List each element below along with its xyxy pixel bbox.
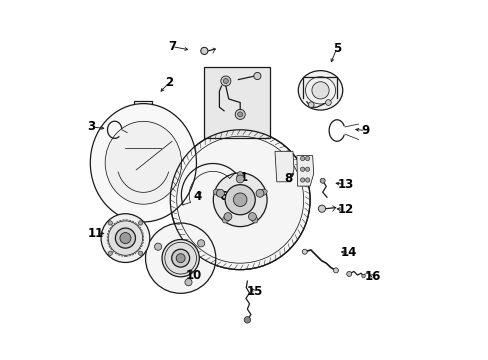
- Circle shape: [305, 156, 309, 161]
- Circle shape: [138, 251, 142, 256]
- Circle shape: [216, 189, 224, 197]
- Text: 13: 13: [337, 178, 353, 191]
- Polygon shape: [296, 156, 313, 186]
- Circle shape: [213, 173, 266, 226]
- Circle shape: [300, 178, 304, 182]
- Text: 11: 11: [87, 226, 103, 239]
- Ellipse shape: [222, 213, 230, 223]
- Circle shape: [302, 249, 306, 254]
- Circle shape: [320, 178, 325, 183]
- FancyBboxPatch shape: [204, 67, 269, 138]
- Circle shape: [361, 274, 365, 278]
- Circle shape: [176, 254, 185, 263]
- Circle shape: [162, 239, 199, 277]
- Text: 16: 16: [364, 270, 380, 283]
- Circle shape: [311, 82, 328, 99]
- Circle shape: [145, 223, 215, 293]
- Circle shape: [305, 178, 309, 182]
- Circle shape: [224, 185, 255, 215]
- Circle shape: [223, 78, 228, 84]
- Circle shape: [318, 205, 325, 212]
- Circle shape: [224, 213, 231, 220]
- Circle shape: [201, 47, 207, 54]
- Text: 1: 1: [239, 171, 247, 184]
- Circle shape: [108, 251, 112, 256]
- Text: 14: 14: [340, 246, 357, 259]
- Circle shape: [138, 221, 142, 225]
- Circle shape: [346, 271, 351, 276]
- Circle shape: [233, 193, 246, 207]
- Circle shape: [305, 167, 309, 171]
- Ellipse shape: [237, 171, 243, 182]
- Circle shape: [237, 112, 242, 117]
- Circle shape: [108, 221, 142, 255]
- Circle shape: [108, 221, 112, 225]
- Circle shape: [256, 189, 264, 197]
- Circle shape: [300, 156, 304, 161]
- Circle shape: [300, 167, 304, 171]
- Circle shape: [325, 100, 330, 105]
- Circle shape: [101, 214, 149, 262]
- Text: 6: 6: [219, 190, 227, 203]
- Ellipse shape: [105, 121, 181, 204]
- Circle shape: [120, 233, 131, 244]
- Text: 2: 2: [165, 76, 173, 89]
- Circle shape: [236, 175, 244, 183]
- Ellipse shape: [213, 189, 223, 196]
- Text: 15: 15: [246, 285, 262, 298]
- Circle shape: [308, 102, 313, 108]
- Circle shape: [154, 243, 162, 250]
- Ellipse shape: [90, 104, 196, 222]
- Circle shape: [333, 268, 338, 273]
- Ellipse shape: [256, 189, 266, 196]
- Circle shape: [197, 240, 204, 247]
- Text: 10: 10: [185, 269, 201, 282]
- Circle shape: [170, 130, 309, 270]
- Circle shape: [115, 228, 135, 248]
- Text: 5: 5: [332, 41, 341, 54]
- Circle shape: [253, 72, 261, 80]
- Polygon shape: [274, 151, 293, 182]
- Text: 9: 9: [361, 124, 369, 137]
- Text: 4: 4: [193, 190, 202, 203]
- Text: 3: 3: [87, 121, 95, 134]
- Ellipse shape: [249, 213, 257, 223]
- Ellipse shape: [298, 71, 342, 110]
- Circle shape: [248, 213, 256, 220]
- Text: 7: 7: [168, 40, 176, 53]
- Text: 8: 8: [284, 172, 292, 185]
- Text: 12: 12: [337, 203, 353, 216]
- Circle shape: [171, 249, 189, 267]
- Circle shape: [221, 76, 230, 86]
- Circle shape: [184, 279, 192, 286]
- Circle shape: [235, 109, 244, 120]
- Circle shape: [244, 317, 250, 323]
